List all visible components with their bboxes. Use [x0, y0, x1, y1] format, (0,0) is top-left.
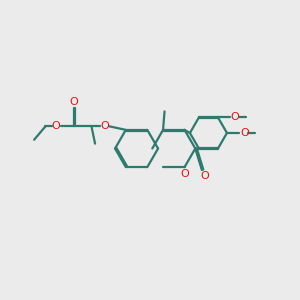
Text: O: O	[52, 121, 60, 131]
Text: O: O	[240, 128, 249, 138]
Text: O: O	[180, 169, 189, 179]
Text: O: O	[69, 98, 78, 107]
Text: O: O	[100, 121, 109, 131]
Text: O: O	[200, 171, 209, 181]
Text: O: O	[231, 112, 239, 122]
